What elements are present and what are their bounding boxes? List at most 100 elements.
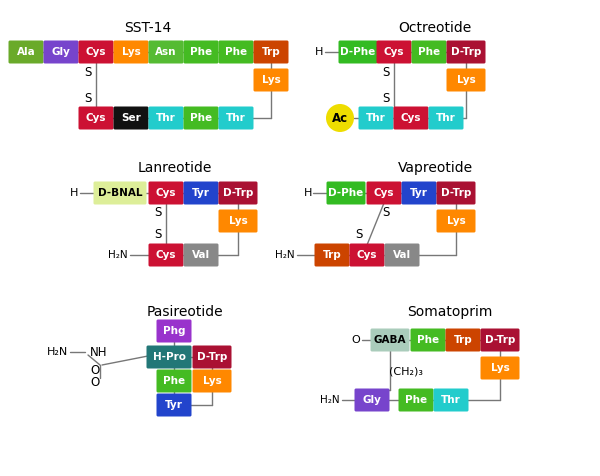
Text: Cys: Cys [86, 47, 106, 57]
FancyBboxPatch shape [157, 394, 191, 416]
Text: Octreotide: Octreotide [398, 21, 472, 35]
Text: D-Trp: D-Trp [451, 47, 481, 57]
FancyBboxPatch shape [371, 328, 409, 351]
Text: D-Trp: D-Trp [441, 188, 471, 198]
FancyBboxPatch shape [326, 181, 365, 205]
FancyBboxPatch shape [359, 107, 394, 129]
Text: Thr: Thr [366, 113, 386, 123]
FancyBboxPatch shape [157, 369, 191, 393]
Text: Lys: Lys [446, 216, 466, 226]
Text: Phe: Phe [417, 335, 439, 345]
FancyBboxPatch shape [428, 107, 464, 129]
Text: O: O [91, 376, 100, 388]
FancyBboxPatch shape [377, 40, 412, 63]
Text: Gly: Gly [362, 395, 382, 405]
FancyBboxPatch shape [355, 388, 389, 411]
Text: H₂N: H₂N [109, 250, 128, 260]
FancyBboxPatch shape [437, 209, 476, 232]
FancyBboxPatch shape [79, 40, 113, 63]
Text: Tyr: Tyr [165, 400, 183, 410]
Text: Phe: Phe [190, 47, 212, 57]
Text: Ser: Ser [121, 113, 141, 123]
Text: Thr: Thr [226, 113, 246, 123]
Text: Thr: Thr [156, 113, 176, 123]
FancyBboxPatch shape [149, 40, 184, 63]
Circle shape [326, 104, 354, 132]
Text: Asn: Asn [155, 47, 177, 57]
Text: Tyr: Tyr [410, 188, 428, 198]
Text: Phe: Phe [225, 47, 247, 57]
Text: Trp: Trp [323, 250, 341, 260]
Text: S: S [85, 66, 92, 79]
FancyBboxPatch shape [193, 369, 232, 393]
Text: S: S [355, 228, 362, 241]
FancyBboxPatch shape [149, 244, 184, 267]
Text: Lys: Lys [491, 363, 509, 373]
FancyBboxPatch shape [184, 40, 218, 63]
Text: Gly: Gly [52, 47, 70, 57]
FancyBboxPatch shape [184, 107, 218, 129]
FancyBboxPatch shape [157, 319, 191, 343]
Text: GABA: GABA [374, 335, 406, 345]
FancyBboxPatch shape [446, 69, 485, 91]
FancyBboxPatch shape [446, 40, 485, 63]
Text: S: S [154, 207, 161, 219]
Text: Ac: Ac [332, 111, 348, 125]
Text: D-BNAL: D-BNAL [98, 188, 142, 198]
FancyBboxPatch shape [218, 209, 257, 232]
Text: SST-14: SST-14 [124, 21, 172, 35]
Text: S: S [85, 91, 92, 105]
FancyBboxPatch shape [146, 346, 191, 368]
Text: D-Phe: D-Phe [340, 47, 376, 57]
Text: Cys: Cys [86, 113, 106, 123]
FancyBboxPatch shape [218, 107, 254, 129]
Text: Cys: Cys [156, 188, 176, 198]
Text: S: S [154, 228, 161, 241]
Text: Lys: Lys [122, 47, 140, 57]
FancyBboxPatch shape [193, 346, 232, 368]
Text: H: H [314, 47, 323, 57]
Text: Vapreotide: Vapreotide [397, 161, 473, 175]
FancyBboxPatch shape [338, 40, 377, 63]
Text: Phe: Phe [190, 113, 212, 123]
Text: Cys: Cys [357, 250, 377, 260]
Text: Ala: Ala [17, 47, 35, 57]
Text: Val: Val [393, 250, 411, 260]
Text: Thr: Thr [441, 395, 461, 405]
FancyBboxPatch shape [254, 69, 289, 91]
Text: S: S [382, 91, 389, 105]
Text: Phg: Phg [163, 326, 185, 336]
Text: Cys: Cys [374, 188, 394, 198]
Text: Phe: Phe [418, 47, 440, 57]
Text: Phe: Phe [163, 376, 185, 386]
Text: (CH₂)₃: (CH₂)₃ [389, 367, 423, 377]
Text: H: H [70, 188, 78, 198]
Text: H-Pro: H-Pro [152, 352, 185, 362]
Text: Tyr: Tyr [192, 188, 210, 198]
Text: Somatoprim: Somatoprim [407, 305, 493, 319]
Text: Lys: Lys [262, 75, 280, 85]
FancyBboxPatch shape [394, 107, 428, 129]
FancyBboxPatch shape [481, 328, 520, 351]
FancyBboxPatch shape [184, 181, 218, 205]
Text: H₂N: H₂N [47, 347, 68, 357]
Text: D-Trp: D-Trp [197, 352, 227, 362]
Text: D-Phe: D-Phe [328, 188, 364, 198]
Text: Cys: Cys [384, 47, 404, 57]
Text: S: S [382, 207, 389, 219]
Text: Val: Val [192, 250, 210, 260]
Text: Lys: Lys [457, 75, 475, 85]
Text: Trp: Trp [454, 335, 472, 345]
Text: O: O [91, 364, 100, 377]
Text: Phe: Phe [405, 395, 427, 405]
FancyBboxPatch shape [349, 244, 385, 267]
FancyBboxPatch shape [8, 40, 44, 63]
FancyBboxPatch shape [437, 181, 476, 205]
FancyBboxPatch shape [184, 244, 218, 267]
FancyBboxPatch shape [113, 40, 149, 63]
Text: H₂N: H₂N [320, 395, 340, 405]
FancyBboxPatch shape [401, 181, 437, 205]
Text: O: O [351, 335, 360, 345]
Text: Lys: Lys [203, 376, 221, 386]
Text: NH: NH [90, 346, 107, 358]
